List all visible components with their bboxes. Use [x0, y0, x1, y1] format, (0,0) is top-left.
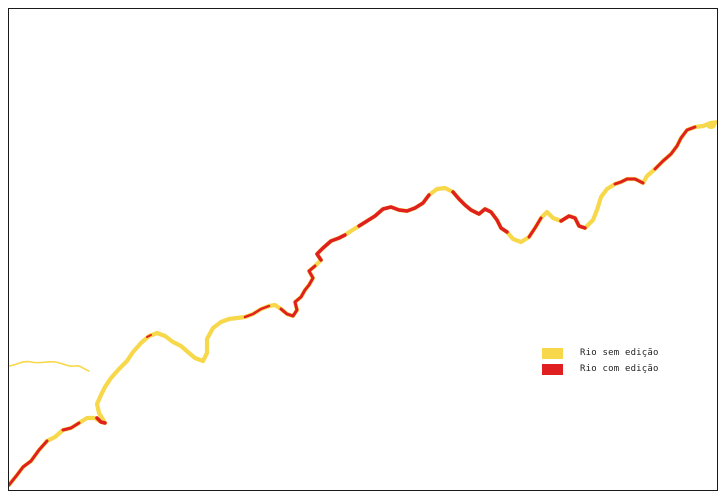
legend-swatch-edited [542, 363, 563, 375]
river-lake [706, 121, 716, 129]
edited-segment [653, 125, 697, 171]
river-map [9, 120, 717, 488]
edited-segment [357, 193, 431, 228]
river-edited-layer [9, 125, 697, 487]
edited-segment [559, 214, 587, 230]
edited-segment [315, 233, 347, 262]
map-frame: Rio sem edição Rio com edição [8, 8, 718, 491]
legend-label-edited: Rio com edição [580, 364, 659, 374]
edited-segment [451, 190, 509, 234]
tributary-river [9, 360, 90, 372]
edited-segment [95, 416, 107, 425]
map-legend: Rio sem edição Rio com edição [542, 346, 659, 378]
edited-segment [146, 334, 152, 338]
edited-segment [61, 421, 81, 432]
edited-segment [279, 264, 317, 318]
edited-segment [9, 439, 49, 487]
legend-label-unedited: Rio sem edição [580, 348, 659, 358]
edited-segment [243, 304, 271, 319]
edited-segment [613, 177, 645, 186]
legend-item-unedited: Rio sem edição [542, 346, 659, 360]
river-unedited-layer [9, 120, 717, 488]
edited-segment [527, 216, 543, 239]
legend-item-edited: Rio com edição [542, 362, 659, 376]
legend-swatch-unedited [542, 347, 563, 359]
